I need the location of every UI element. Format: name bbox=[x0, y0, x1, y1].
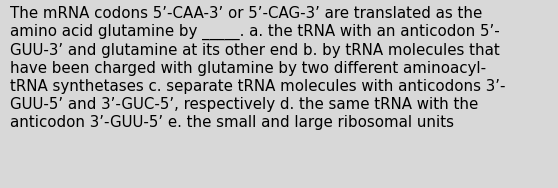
Text: The mRNA codons 5’-CAA-3’ or 5’-CAG-3’ are translated as the
amino acid glutamin: The mRNA codons 5’-CAA-3’ or 5’-CAG-3’ a… bbox=[10, 6, 506, 130]
